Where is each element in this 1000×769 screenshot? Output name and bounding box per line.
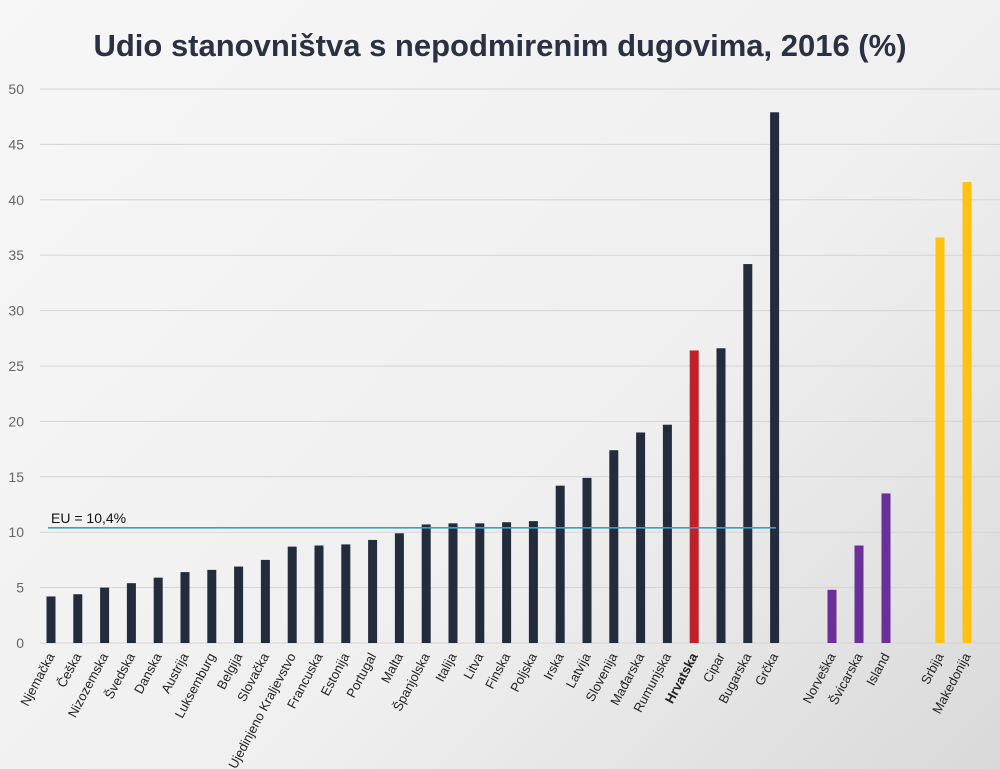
bars — [46, 112, 972, 644]
x-tick-label: Srbija — [918, 650, 947, 687]
bar-španjolska — [421, 524, 431, 643]
bar-srbija — [935, 237, 945, 644]
y-tick-label: 50 — [8, 81, 24, 97]
y-tick-label: 25 — [8, 358, 24, 374]
bar-austrija — [180, 572, 190, 643]
x-axis: NjemačkaČeškaNizozemskaŠvedskaDanskaAust… — [17, 650, 974, 769]
bar-češka — [73, 594, 83, 643]
y-tick-label: 15 — [8, 469, 24, 485]
bar-cipar — [716, 348, 726, 643]
bar-njemačka — [46, 596, 56, 643]
y-tick-label: 20 — [8, 413, 24, 429]
x-tick-label: Malta — [378, 650, 407, 686]
bar-portugal — [368, 539, 378, 643]
y-axis: 0 5 10 15 20 25 30 35 40 45 50 — [8, 81, 24, 651]
y-tick-label: 0 — [16, 635, 24, 651]
x-tick-label: Poljska — [507, 650, 540, 695]
bar-rumunjska — [662, 424, 672, 643]
y-tick-label: 30 — [8, 303, 24, 319]
bar-belgija — [234, 566, 244, 643]
bar-finska — [502, 522, 512, 643]
x-tick-label: Cipar — [700, 650, 728, 685]
bar-makedonija — [962, 182, 972, 643]
y-tick-label: 10 — [8, 524, 24, 540]
bar-latvija — [582, 477, 592, 643]
bar-bugarska — [743, 264, 753, 643]
bar-švicarska — [854, 545, 864, 643]
chart-title: Udio stanovništva s nepodmirenim dugovim… — [93, 28, 906, 63]
eu-reference: EU = 10,4% — [48, 510, 776, 529]
bar-slovenija — [609, 450, 619, 643]
bar-švedska — [126, 583, 136, 643]
bar-mađarska — [636, 432, 646, 643]
x-tick-label: Italija — [432, 650, 460, 685]
bar-irska — [555, 485, 565, 643]
y-tick-label: 45 — [8, 136, 24, 152]
bar-danska — [153, 577, 163, 643]
bar-malta — [394, 533, 404, 643]
bar-luksemburg — [207, 569, 217, 643]
bar-slovačka — [260, 559, 270, 643]
bar-island — [881, 493, 891, 643]
bar-poljska — [528, 521, 538, 643]
bar-norveška — [827, 589, 837, 643]
bar-litva — [475, 523, 485, 643]
y-tick-label: 40 — [8, 192, 24, 208]
x-tick-label: Island — [863, 650, 893, 688]
bar-nizozemska — [100, 587, 110, 643]
bar-francuska — [314, 545, 324, 643]
x-tick-label: Litva — [460, 650, 486, 682]
x-tick-label: Grčka — [752, 650, 782, 688]
eu-average-label: EU = 10,4% — [51, 510, 126, 526]
bar-grčka — [770, 112, 780, 643]
bar-ujedinjeno-kraljevstvo — [287, 546, 297, 643]
x-tick-label: Irska — [540, 650, 567, 683]
bar-hrvatska — [689, 350, 699, 643]
bar-estonija — [341, 544, 351, 643]
x-tick-label: Njemačka — [17, 650, 58, 709]
bar-italija — [448, 523, 458, 643]
grid — [40, 88, 1000, 644]
y-tick-label: 5 — [16, 580, 24, 596]
y-tick-label: 35 — [8, 247, 24, 263]
